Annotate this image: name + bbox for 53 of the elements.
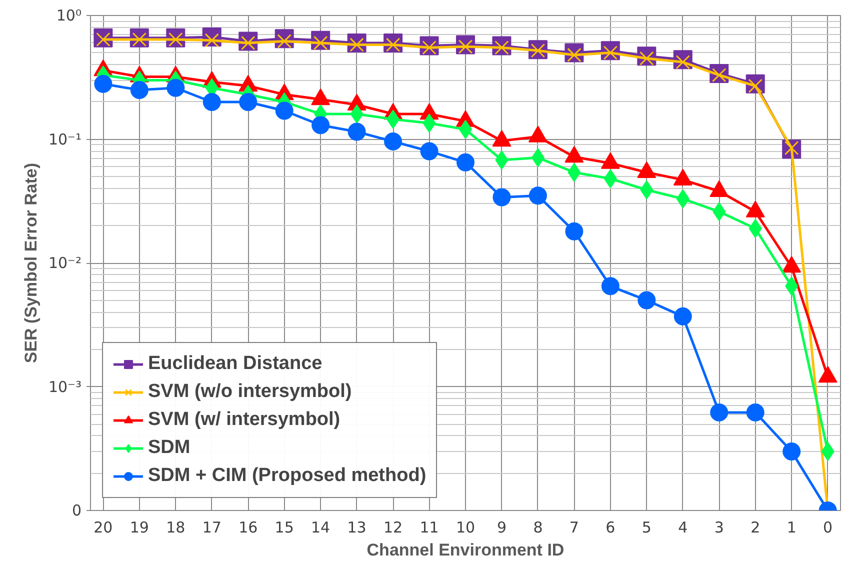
- point: [348, 122, 366, 141]
- point: [710, 403, 728, 422]
- legend-label: Euclidean Distance: [148, 353, 322, 375]
- x-tick-label: 18: [166, 518, 186, 536]
- point: [492, 188, 511, 206]
- legend-label: SVM (w/ intersymbol): [148, 409, 340, 431]
- legend-label: SVM (w/o intersymbol): [148, 381, 352, 403]
- x-tick-label: 17: [202, 518, 222, 536]
- x-tick-label: 8: [533, 518, 543, 536]
- x-tick-label: 1: [786, 518, 796, 536]
- point: [746, 403, 764, 422]
- point: [275, 102, 294, 120]
- point: [601, 277, 620, 296]
- x-tick-label: 9: [496, 518, 507, 536]
- x-tick-label: 3: [714, 518, 724, 536]
- x-tick-label: 19: [130, 518, 149, 536]
- x-tick-label: 15: [274, 518, 294, 536]
- y-tick-label: 10⁻³: [48, 378, 82, 396]
- point: [638, 291, 656, 310]
- point: [202, 93, 221, 111]
- point: [456, 153, 474, 172]
- x-tick-label: 6: [606, 518, 616, 536]
- y-axis-title: SER (Symbol Error Rate): [21, 162, 40, 364]
- y-tick-label: 10⁻²: [48, 254, 82, 272]
- x-tick-label: 14: [311, 518, 330, 536]
- x-tick-label: 11: [420, 518, 439, 536]
- x-tick-label: 12: [383, 518, 403, 536]
- point: [130, 81, 148, 99]
- x-tick-label: 4: [678, 518, 688, 536]
- x-tick-label: 0: [823, 518, 833, 536]
- x-tick-label: 7: [569, 518, 579, 536]
- legend-label: SDM: [148, 437, 190, 459]
- point: [782, 442, 801, 460]
- y-tick-label: 10⁰: [56, 6, 82, 24]
- x-tick-label: 5: [642, 518, 652, 536]
- x-tick-label: 10: [456, 518, 476, 536]
- point: [239, 93, 258, 111]
- point: [94, 74, 112, 93]
- point: [674, 307, 692, 326]
- point: [565, 222, 584, 240]
- point: [312, 116, 330, 134]
- x-axis-title: Channel Environment ID: [366, 540, 564, 560]
- x-tick-label: 13: [347, 518, 366, 536]
- x-tick-label: 16: [238, 518, 258, 536]
- point: [420, 142, 438, 160]
- legend-label: SDM + CIM (Proposed method): [148, 465, 426, 487]
- x-tick-label: 2: [750, 518, 760, 536]
- y-tick-label: 10⁻¹: [48, 130, 82, 148]
- y-tick-label: 0: [72, 502, 82, 520]
- point: [528, 186, 547, 205]
- x-tick-label: 20: [94, 518, 113, 536]
- point: [384, 132, 402, 150]
- point: [166, 78, 185, 97]
